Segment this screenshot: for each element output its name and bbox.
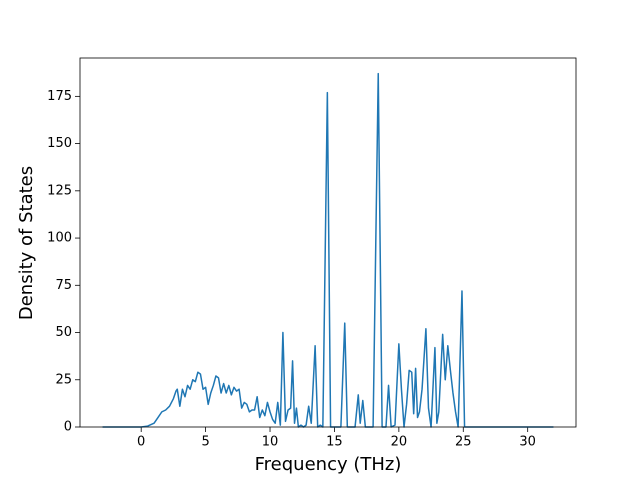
x-tick-label: 0	[137, 435, 145, 450]
y-axis-label: Density of States	[16, 166, 37, 320]
y-tick-label: 150	[47, 136, 72, 151]
y-tick-label: 100	[47, 231, 72, 246]
x-tick-label: 5	[201, 435, 209, 450]
y-tick-label: 50	[55, 325, 72, 340]
x-tick-label: 25	[455, 435, 472, 450]
x-tick-label: 10	[262, 435, 279, 450]
plot-frame	[79, 57, 577, 428]
x-tick-label: 15	[326, 435, 343, 450]
y-tick-label: 125	[47, 183, 72, 198]
y-tick-label: 25	[55, 372, 72, 387]
x-axis-label: Frequency (THz)	[255, 454, 402, 475]
y-tick-label: 75	[55, 278, 72, 293]
y-tick-label: 0	[64, 420, 72, 435]
x-tick-label: 30	[519, 435, 536, 450]
y-tick-label: 175	[47, 89, 72, 104]
x-tick-label: 20	[391, 435, 408, 450]
line	[102, 72, 554, 428]
